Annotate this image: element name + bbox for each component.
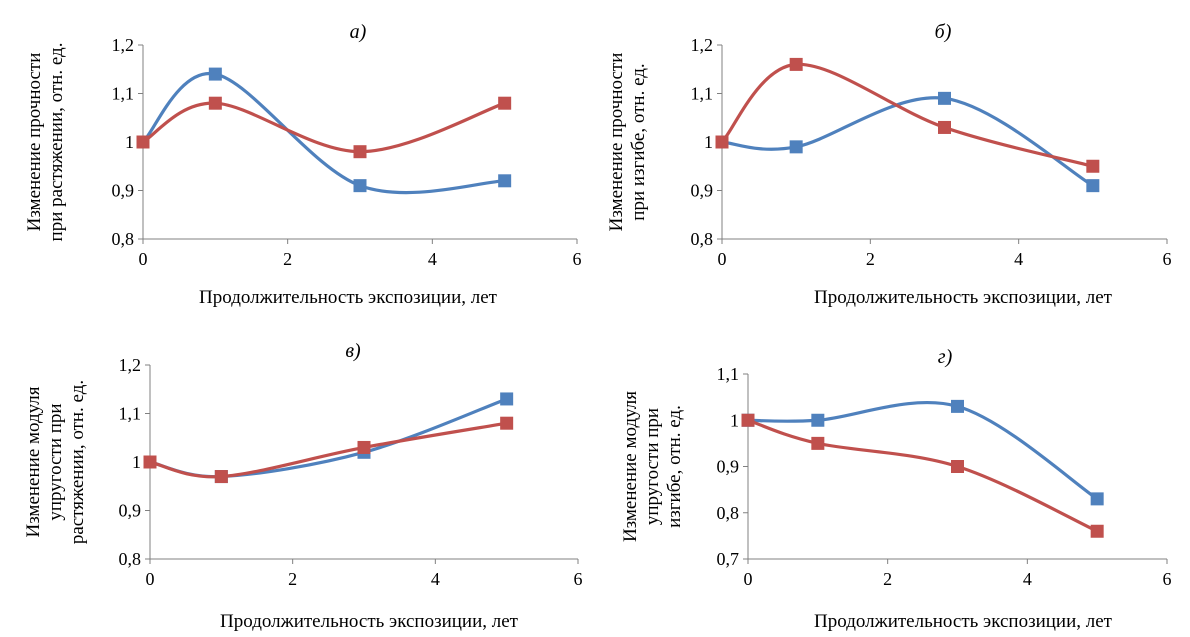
series-1-marker — [208, 67, 222, 81]
chart-panel-3: 0,8 0,9 1 1,1 1,2 0 2 4 6 в) Продолжительность экс… — [23, 340, 583, 632]
x-tick-label: 6 — [1163, 569, 1172, 589]
series-2-marker — [938, 120, 951, 134]
y-tick-label: 1,1 — [717, 364, 740, 384]
series-1-marker — [1090, 492, 1104, 506]
y-tick-label: 1,2 — [119, 355, 142, 375]
y-tick-label: 1 — [704, 132, 713, 152]
x-tick-label: 0 — [146, 569, 155, 589]
chart-panel-2: 0,8 0,9 1 1,1 1,2 0 2 4 6 б) Продолжительность экс… — [606, 21, 1172, 308]
series-1-line — [141, 72, 507, 195]
series-2-marker — [214, 470, 228, 484]
chart-panel-4: 0,7 0,8 0,9 1 1,1 0 2 4 6 г) Продолжительность экс… — [620, 346, 1172, 632]
series-1-marker — [1086, 179, 1100, 193]
series-1-marker — [938, 91, 951, 105]
x-axis-label: Продолжительность экспозиции, лет — [814, 611, 1113, 632]
series-2-marker — [500, 416, 514, 430]
series-1-marker — [498, 174, 512, 188]
x-tick-label: 6 — [573, 249, 582, 269]
series-2-marker — [136, 135, 150, 149]
y-tick-label: 1 — [125, 132, 134, 152]
y-tick-label: 1,1 — [691, 84, 714, 104]
series-2-marker — [1086, 159, 1100, 173]
x-tick-label: 2 — [883, 569, 892, 589]
series-1-marker — [789, 140, 803, 154]
series-1-line — [148, 397, 509, 479]
y-tick-label: 1 — [132, 452, 141, 472]
x-tick-label: 4 — [1014, 249, 1023, 269]
series-2-marker — [741, 413, 755, 427]
y-tick-label: 0,8 — [112, 229, 135, 249]
x-tick-label: 4 — [1023, 569, 1032, 589]
series-2-marker — [498, 96, 512, 110]
series-2-marker — [951, 460, 964, 473]
panel-title: г) — [938, 346, 953, 368]
y-axis-label: Изменение модуля — [620, 391, 641, 542]
y-axis-label: Изменение прочности — [24, 53, 45, 232]
series-1-line — [746, 400, 1099, 501]
y-axis-label: упругости при — [642, 408, 663, 525]
x-axis-label: Продолжительность экспозиции, лет — [814, 287, 1113, 308]
series-2-line — [148, 421, 509, 479]
y-axis-label: упругости при — [45, 403, 66, 520]
series-2-marker — [357, 440, 371, 454]
y-tick-label: 1 — [730, 410, 739, 430]
series-2-line — [720, 62, 1095, 168]
y-tick-label: 1,1 — [112, 84, 135, 104]
panel-title: а) — [350, 21, 367, 43]
y-tick-label: 1,1 — [119, 404, 142, 424]
x-tick-label: 2 — [283, 249, 292, 269]
series-1-marker — [500, 392, 514, 406]
series-2-marker — [143, 455, 157, 469]
series-1-marker — [811, 413, 825, 427]
y-tick-label: 0,9 — [112, 181, 135, 201]
chart-panel-1: 0,8 0,9 1 1,1 1,2 0 2 4 6 а) Продолжительность экс… — [24, 21, 582, 308]
y-tick-label: 1,2 — [691, 35, 714, 55]
y-tick-label: 0,8 — [691, 229, 714, 249]
x-tick-label: 0 — [718, 249, 727, 269]
x-tick-label: 4 — [428, 249, 437, 269]
x-tick-label: 6 — [574, 569, 583, 589]
series-2-line — [746, 418, 1099, 533]
y-axis-label: растяжении, отн. ед. — [67, 380, 88, 544]
x-tick-label: 6 — [1163, 249, 1172, 269]
y-tick-label: 0,9 — [119, 501, 142, 521]
panel-title: в) — [345, 340, 361, 362]
series-2-marker — [715, 135, 729, 149]
series-1-marker — [951, 399, 964, 413]
y-tick-label: 0,8 — [717, 503, 740, 523]
y-axis-label: Изменение прочности — [606, 53, 627, 232]
y-axis-label: изгибе, отн. ед. — [664, 405, 685, 528]
x-tick-label: 2 — [288, 569, 297, 589]
y-tick-label: 1,2 — [112, 35, 135, 55]
x-tick-label: 0 — [744, 569, 753, 589]
x-axis-label: Продолжительность экспозиции, лет — [199, 287, 498, 308]
series-2-marker — [1090, 524, 1104, 538]
series-2-marker — [353, 145, 367, 159]
x-tick-label: 4 — [431, 569, 440, 589]
series-2-line — [141, 101, 507, 154]
series-2-marker — [811, 436, 825, 450]
y-axis-label: Изменение модуля — [23, 386, 44, 537]
x-axis-label: Продолжительность экспозиции, лет — [220, 611, 519, 632]
y-tick-label: 0,8 — [119, 549, 142, 569]
y-tick-label: 0,9 — [717, 457, 740, 477]
panel-title: б) — [935, 21, 952, 43]
y-axis-label: при изгибе, отн. ед. — [628, 63, 649, 220]
x-tick-label: 0 — [139, 249, 148, 269]
y-tick-label: 0,9 — [691, 181, 714, 201]
y-tick-label: 0,7 — [717, 549, 740, 569]
x-tick-label: 2 — [866, 249, 875, 269]
series-2-marker — [789, 57, 803, 71]
series-1-marker — [353, 179, 367, 193]
y-axis-label: при растяжении, отн. ед. — [46, 43, 67, 242]
series-2-marker — [208, 96, 222, 110]
